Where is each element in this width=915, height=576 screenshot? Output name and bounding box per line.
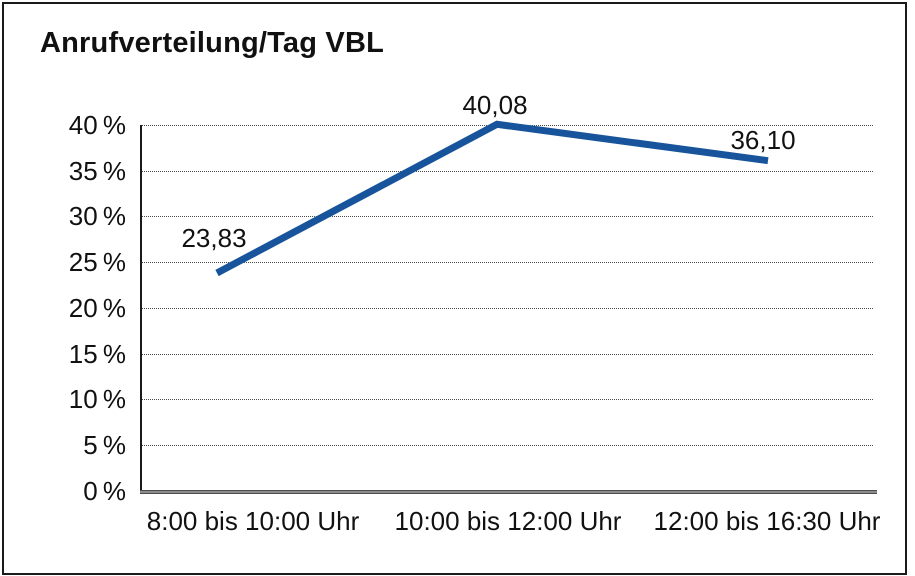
data-label-3: 36,10: [730, 125, 796, 155]
gridline-25: [142, 262, 873, 263]
y-tick-label: 25 %: [68, 247, 126, 277]
y-tick-label: 40 %: [68, 110, 126, 140]
gridline-10: [142, 399, 873, 400]
gridline-15: [142, 354, 873, 355]
y-axis: 40 % 35 % 30 % 25 % 20 % 15 % 10 % 5 % 0…: [0, 0, 126, 576]
x-tick-label-2: 10:00 bis 12:00 Uhr: [394, 506, 622, 536]
gridline-35: [142, 171, 873, 172]
y-tick-label: 10 %: [68, 384, 126, 414]
y-tick-label: 15 %: [68, 339, 126, 369]
x-tick-label-3: 12:00 bis 16:30 Uhr: [653, 506, 881, 536]
y-tick-label: 30 %: [68, 201, 126, 231]
y-tick-label: 35 %: [68, 156, 126, 186]
y-tick-label: 0 %: [83, 476, 126, 506]
chart-title: Anrufverteilung/Tag VBL: [40, 27, 385, 59]
data-label-2: 40,08: [462, 90, 528, 120]
x-tick-label-1: 8:00 bis 10:00 Uhr: [146, 506, 360, 536]
gridline-30: [142, 216, 873, 217]
y-tick-label: 5 %: [83, 430, 126, 460]
x-axis-line: [140, 490, 877, 494]
gridline-20: [142, 308, 873, 309]
y-tick-label: 20 %: [68, 293, 126, 323]
plot-area: [140, 125, 877, 494]
data-label-1: 23,83: [181, 223, 247, 253]
gridline-5: [142, 445, 873, 446]
